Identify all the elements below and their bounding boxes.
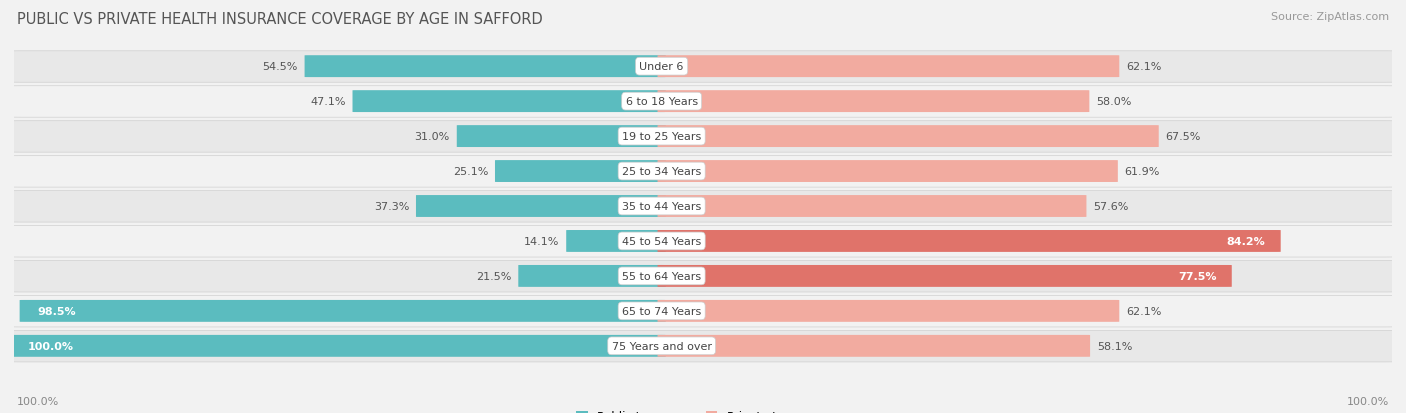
Text: 62.1%: 62.1% [1126,306,1161,316]
FancyBboxPatch shape [658,56,1119,78]
FancyBboxPatch shape [658,300,1119,322]
FancyBboxPatch shape [20,300,666,322]
FancyBboxPatch shape [7,156,1399,188]
FancyBboxPatch shape [658,91,1090,113]
Text: 35 to 44 Years: 35 to 44 Years [621,202,702,211]
Text: 100.0%: 100.0% [1347,396,1389,406]
Text: 62.1%: 62.1% [1126,62,1161,72]
FancyBboxPatch shape [7,296,1399,327]
FancyBboxPatch shape [658,335,1090,357]
Text: 65 to 74 Years: 65 to 74 Years [621,306,702,316]
FancyBboxPatch shape [457,126,666,148]
Text: Under 6: Under 6 [640,62,683,72]
Text: PUBLIC VS PRIVATE HEALTH INSURANCE COVERAGE BY AGE IN SAFFORD: PUBLIC VS PRIVATE HEALTH INSURANCE COVER… [17,12,543,27]
Legend: Public Insurance, Private Insurance: Public Insurance, Private Insurance [572,406,834,413]
FancyBboxPatch shape [353,91,666,113]
FancyBboxPatch shape [7,87,1399,118]
FancyBboxPatch shape [7,226,1399,257]
Text: Source: ZipAtlas.com: Source: ZipAtlas.com [1271,12,1389,22]
Text: 58.1%: 58.1% [1097,341,1132,351]
FancyBboxPatch shape [7,331,1399,362]
Text: 100.0%: 100.0% [28,341,75,351]
FancyBboxPatch shape [658,196,1087,217]
Text: 19 to 25 Years: 19 to 25 Years [621,132,702,142]
FancyBboxPatch shape [7,191,1399,223]
FancyBboxPatch shape [519,265,666,287]
FancyBboxPatch shape [495,161,666,183]
Text: 6 to 18 Years: 6 to 18 Years [626,97,697,107]
Text: 77.5%: 77.5% [1178,271,1216,281]
FancyBboxPatch shape [658,230,1281,252]
Text: 57.6%: 57.6% [1094,202,1129,211]
Text: 47.1%: 47.1% [311,97,346,107]
FancyBboxPatch shape [7,52,1399,83]
Text: 100.0%: 100.0% [17,396,59,406]
Text: 98.5%: 98.5% [38,306,76,316]
Text: 45 to 54 Years: 45 to 54 Years [621,236,702,247]
Text: 54.5%: 54.5% [263,62,298,72]
FancyBboxPatch shape [10,335,666,357]
Text: 37.3%: 37.3% [374,202,409,211]
Text: 84.2%: 84.2% [1227,236,1265,247]
Text: 61.9%: 61.9% [1125,166,1160,177]
FancyBboxPatch shape [305,56,666,78]
Text: 55 to 64 Years: 55 to 64 Years [621,271,702,281]
FancyBboxPatch shape [658,265,1232,287]
FancyBboxPatch shape [7,121,1399,153]
Text: 67.5%: 67.5% [1166,132,1201,142]
FancyBboxPatch shape [416,196,666,217]
Text: 25 to 34 Years: 25 to 34 Years [621,166,702,177]
Text: 25.1%: 25.1% [453,166,488,177]
Text: 31.0%: 31.0% [415,132,450,142]
FancyBboxPatch shape [567,230,666,252]
Text: 75 Years and over: 75 Years and over [612,341,711,351]
Text: 58.0%: 58.0% [1097,97,1132,107]
Text: 14.1%: 14.1% [524,236,560,247]
FancyBboxPatch shape [658,161,1118,183]
FancyBboxPatch shape [7,261,1399,292]
Text: 21.5%: 21.5% [477,271,512,281]
FancyBboxPatch shape [658,126,1159,148]
